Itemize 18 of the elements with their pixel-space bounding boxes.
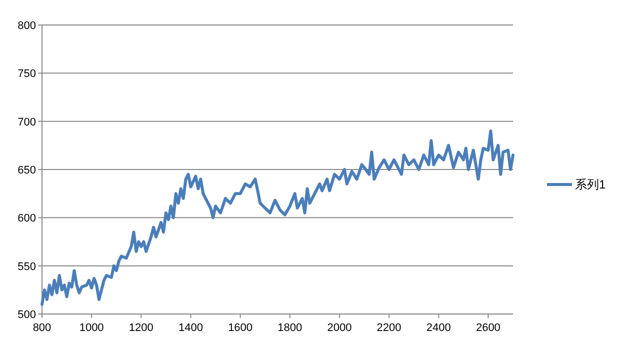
- y-tick-label: 500: [18, 309, 36, 321]
- y-tick-label: 800: [18, 20, 36, 32]
- y-tick-label: 550: [18, 260, 36, 273]
- x-tick-label: 2000: [327, 322, 352, 334]
- y-tick-label: 600: [18, 212, 36, 225]
- x-tick-label: 1200: [128, 322, 154, 334]
- x-tick-label: 2600: [476, 322, 500, 334]
- x-tick-label: 800: [32, 322, 52, 334]
- x-tick-label: 2200: [376, 322, 402, 334]
- x-tick-label: 1400: [178, 322, 203, 334]
- y-tick-label: 750: [18, 68, 36, 80]
- y-tick-label: 650: [18, 164, 36, 176]
- x-tick-label: 2400: [426, 322, 451, 334]
- x-tick-label: 1800: [278, 322, 302, 334]
- y-tick-label: 700: [18, 116, 36, 128]
- x-tick-label: 1600: [228, 322, 253, 334]
- x-tick-label: 1000: [79, 322, 104, 334]
- legend-label: 系列1: [575, 178, 606, 192]
